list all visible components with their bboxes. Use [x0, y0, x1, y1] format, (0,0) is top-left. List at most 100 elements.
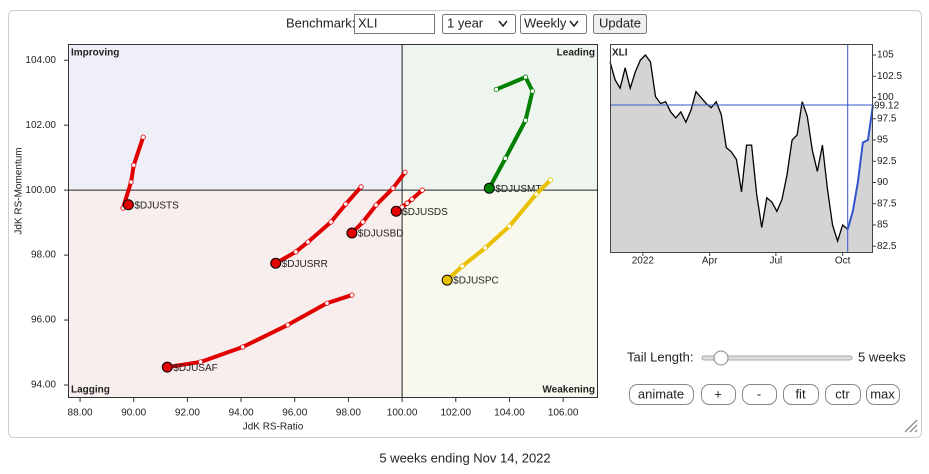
tail-point: [324, 300, 330, 306]
tail-point: [131, 162, 137, 168]
button-label: ctr: [835, 386, 850, 401]
button-label: fit: [795, 386, 806, 401]
quadrant-label: Weakening: [542, 385, 595, 396]
quadrant-label: Lagging: [71, 385, 110, 396]
button-label: +: [714, 386, 722, 401]
slider-track[interactable]: [701, 355, 853, 361]
mini-title: XLI: [612, 48, 628, 59]
tail-point: [285, 322, 291, 328]
y-tick-label: 82.5: [877, 241, 897, 252]
y-tick-label: 100: [877, 92, 894, 103]
x-tick-label: Oct: [835, 256, 851, 267]
tail-point: [358, 184, 364, 190]
y-tick-label: 104.00: [25, 55, 56, 66]
button[interactable]: [629, 384, 694, 405]
tail-point: [459, 263, 465, 269]
series-label: $DJUSAF: [173, 363, 217, 374]
update-label: Update: [599, 15, 641, 30]
update-button[interactable]: [593, 14, 647, 34]
x-tick-label: 88.00: [68, 408, 93, 419]
series-label: $DJUSPC: [453, 276, 499, 287]
x-tick-label: 98.00: [336, 408, 361, 419]
series-label: $DJUSMT: [495, 184, 541, 195]
tail-point: [328, 219, 334, 225]
period-value: 1 year: [447, 15, 484, 30]
button[interactable]: [783, 384, 819, 405]
tail-point: [533, 191, 539, 197]
quadrant: [68, 44, 403, 191]
button[interactable]: [866, 384, 900, 405]
tail-point: [502, 155, 509, 161]
tail-point: [529, 88, 536, 94]
last-value-label: 99.12: [874, 101, 899, 112]
tail-point: [402, 169, 408, 175]
head-point: [122, 199, 134, 211]
tail-point: [482, 245, 488, 251]
tail-point: [522, 117, 529, 123]
tail-point: [140, 134, 146, 140]
tail-point: [419, 187, 425, 193]
frequency-select[interactable]: [520, 14, 587, 34]
y-tick-label: 102.00: [25, 120, 56, 131]
y-tick-label: 95: [877, 135, 889, 146]
y-axis-label: JdK RS-Momentum: [14, 147, 25, 234]
x-tick-label: Jul: [769, 256, 782, 267]
x-tick-label: 104.00: [494, 408, 525, 419]
x-tick-label: 102.00: [440, 408, 471, 419]
tail-point: [399, 204, 405, 210]
y-tick-label: 87.5: [877, 198, 897, 209]
head-point: [441, 274, 453, 286]
y-tick-label: 96.00: [31, 315, 56, 326]
benchmark-value: XLI: [358, 15, 378, 30]
y-tick-label: 90: [877, 177, 889, 188]
head-point: [390, 205, 402, 217]
plot-frame: [610, 44, 873, 253]
y-tick-label: 97.5: [877, 113, 897, 124]
y-tick-label: 98.00: [31, 250, 56, 261]
benchmark-input[interactable]: [354, 14, 435, 34]
button[interactable]: [701, 384, 736, 405]
head-point: [483, 182, 495, 194]
quadrant-label: Leading: [557, 48, 595, 59]
tail: [273, 184, 364, 266]
dropdown-arrow: [498, 20, 508, 28]
tail-point: [240, 344, 246, 350]
period-select[interactable]: [442, 14, 516, 34]
x-axis-label: JdK RS-Ratio: [243, 422, 304, 433]
tail: [445, 178, 553, 283]
tail: [487, 75, 535, 191]
button[interactable]: [825, 384, 861, 405]
series-label: $DJUSTS: [134, 200, 179, 211]
tail-point: [349, 292, 355, 298]
dropdown-arrow: [569, 20, 579, 28]
y-tick-label: 100.00: [25, 185, 56, 196]
tail-label: Tail Length:: [627, 349, 694, 364]
tail-point: [128, 179, 134, 185]
button-label: -: [757, 386, 761, 401]
y-tick-label: 92.5: [877, 156, 897, 167]
head-point: [346, 227, 358, 239]
head-point: [161, 361, 173, 373]
tail-point: [547, 177, 554, 183]
quadrant: [68, 190, 403, 398]
slider-knob[interactable]: [713, 350, 729, 366]
series-label: $DJUSRR: [282, 259, 328, 270]
x-tick-label: 94.00: [229, 408, 254, 419]
y-tick-label: 102.5: [877, 71, 902, 82]
resize-grip: [904, 419, 918, 433]
tail-point: [404, 200, 410, 206]
quadrant: [402, 190, 598, 398]
button-label: max: [870, 386, 895, 401]
button[interactable]: [742, 384, 777, 405]
tail-point: [522, 74, 529, 80]
y-tick-label: 105: [877, 50, 894, 61]
series-label: $DJUSDS: [402, 207, 448, 218]
x-tick-label: 96.00: [282, 408, 307, 419]
head-point: [270, 257, 282, 269]
x-tick-label: 100.00: [387, 408, 418, 419]
quadrant-label: Improving: [71, 48, 119, 59]
tail-point: [197, 359, 204, 365]
area: [610, 55, 873, 254]
tail: [165, 293, 354, 370]
